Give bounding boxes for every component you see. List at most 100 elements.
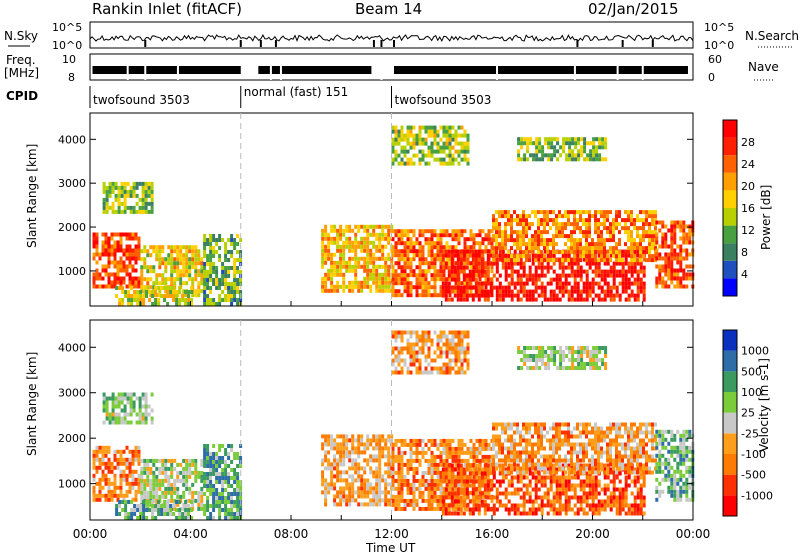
power-cell bbox=[239, 238, 243, 242]
power-cell bbox=[627, 246, 630, 251]
power-cell bbox=[442, 233, 446, 238]
power-cell bbox=[513, 242, 516, 247]
velocity-cell bbox=[227, 464, 231, 468]
velocity-cell bbox=[357, 474, 361, 479]
power-cell bbox=[451, 161, 455, 166]
power-cell bbox=[104, 264, 108, 269]
power-cell bbox=[406, 141, 410, 146]
power-cell bbox=[150, 181, 154, 186]
power-cell bbox=[363, 244, 367, 249]
velocity-cell bbox=[336, 458, 340, 463]
power-cell bbox=[321, 264, 325, 269]
power-cell bbox=[357, 284, 361, 289]
power-cell bbox=[567, 238, 570, 243]
velocity-cell bbox=[477, 507, 481, 512]
power-cell bbox=[624, 218, 627, 223]
power-cell bbox=[397, 253, 401, 258]
velocity-cell bbox=[378, 454, 382, 459]
power-cell bbox=[519, 289, 523, 294]
power-cell bbox=[209, 254, 213, 258]
power-cell bbox=[550, 157, 554, 162]
power-cell bbox=[618, 293, 622, 298]
velocity-cell bbox=[582, 483, 586, 488]
velocity-cell bbox=[324, 466, 328, 471]
velocity-cell bbox=[351, 498, 355, 503]
velocity-cell bbox=[459, 467, 463, 472]
power-cell bbox=[534, 258, 537, 263]
power-cell bbox=[173, 261, 177, 266]
power-cell bbox=[197, 281, 201, 286]
velocity-cell bbox=[384, 438, 388, 443]
velocity-cell bbox=[439, 486, 443, 491]
power-cell bbox=[439, 149, 443, 154]
power-cell bbox=[444, 293, 448, 298]
power-cell bbox=[525, 230, 528, 235]
velocity-cell bbox=[107, 481, 111, 486]
power-cell bbox=[135, 209, 139, 214]
velocity-cell bbox=[116, 485, 120, 490]
power-cell bbox=[363, 276, 367, 281]
velocity-cell bbox=[113, 489, 117, 494]
power-cell bbox=[152, 269, 156, 274]
power-cell bbox=[462, 293, 466, 298]
power-cell bbox=[655, 248, 659, 253]
power-cell bbox=[483, 293, 487, 298]
velocity-cell bbox=[421, 438, 425, 443]
velocity-cell bbox=[130, 516, 134, 520]
power-cell bbox=[645, 230, 648, 235]
velocity-cell bbox=[424, 442, 428, 447]
velocity-cell bbox=[116, 449, 120, 454]
power-cell bbox=[381, 272, 385, 277]
velocity-cell bbox=[176, 490, 180, 495]
power-cell bbox=[513, 249, 517, 254]
velocity-cell bbox=[558, 487, 562, 492]
power-cell bbox=[618, 242, 621, 247]
velocity-cell bbox=[436, 474, 440, 479]
velocity-cell bbox=[146, 502, 150, 507]
velocity-cell bbox=[555, 507, 559, 512]
velocity-cell bbox=[345, 434, 349, 439]
power-cell bbox=[206, 278, 210, 282]
power-cell bbox=[498, 257, 502, 262]
power-cell bbox=[603, 281, 607, 286]
power-cell bbox=[480, 273, 484, 278]
power-cell bbox=[624, 226, 627, 231]
velocity-cell bbox=[477, 487, 481, 492]
power-cell bbox=[451, 157, 455, 162]
power-cell bbox=[406, 253, 410, 258]
power-cell bbox=[498, 234, 501, 239]
power-cell bbox=[354, 240, 358, 245]
power-cell bbox=[531, 277, 535, 282]
power-cell bbox=[197, 273, 201, 278]
velocity-cell bbox=[95, 481, 99, 486]
velocity-cell bbox=[188, 462, 192, 467]
velocity-cell bbox=[333, 494, 337, 499]
power-cell bbox=[209, 238, 213, 242]
power-cell bbox=[188, 269, 192, 274]
power-cell bbox=[391, 273, 395, 278]
power-cell bbox=[157, 298, 161, 302]
velocity-cell bbox=[218, 492, 222, 496]
velocity-cell bbox=[436, 470, 440, 475]
velocity-cell bbox=[430, 450, 434, 455]
power-cell bbox=[676, 260, 680, 265]
velocity-cell bbox=[321, 470, 325, 475]
power-cell bbox=[158, 293, 162, 298]
power-cell bbox=[209, 274, 213, 278]
power-cell bbox=[351, 256, 355, 261]
power-cell bbox=[336, 280, 340, 285]
velocity-cell bbox=[131, 469, 135, 474]
velocity-cell bbox=[327, 442, 331, 447]
power-cell bbox=[588, 222, 591, 227]
velocity-cell bbox=[466, 458, 470, 463]
power-cell bbox=[406, 237, 410, 242]
velocity-cell bbox=[397, 486, 401, 491]
power-cell bbox=[546, 230, 549, 235]
power-cell bbox=[498, 214, 501, 219]
power-cell bbox=[525, 273, 529, 278]
power-cell bbox=[564, 226, 567, 231]
velocity-cell bbox=[348, 486, 352, 491]
power-cell bbox=[457, 241, 461, 246]
power-cell bbox=[381, 288, 385, 293]
velocity-cell bbox=[465, 491, 469, 496]
